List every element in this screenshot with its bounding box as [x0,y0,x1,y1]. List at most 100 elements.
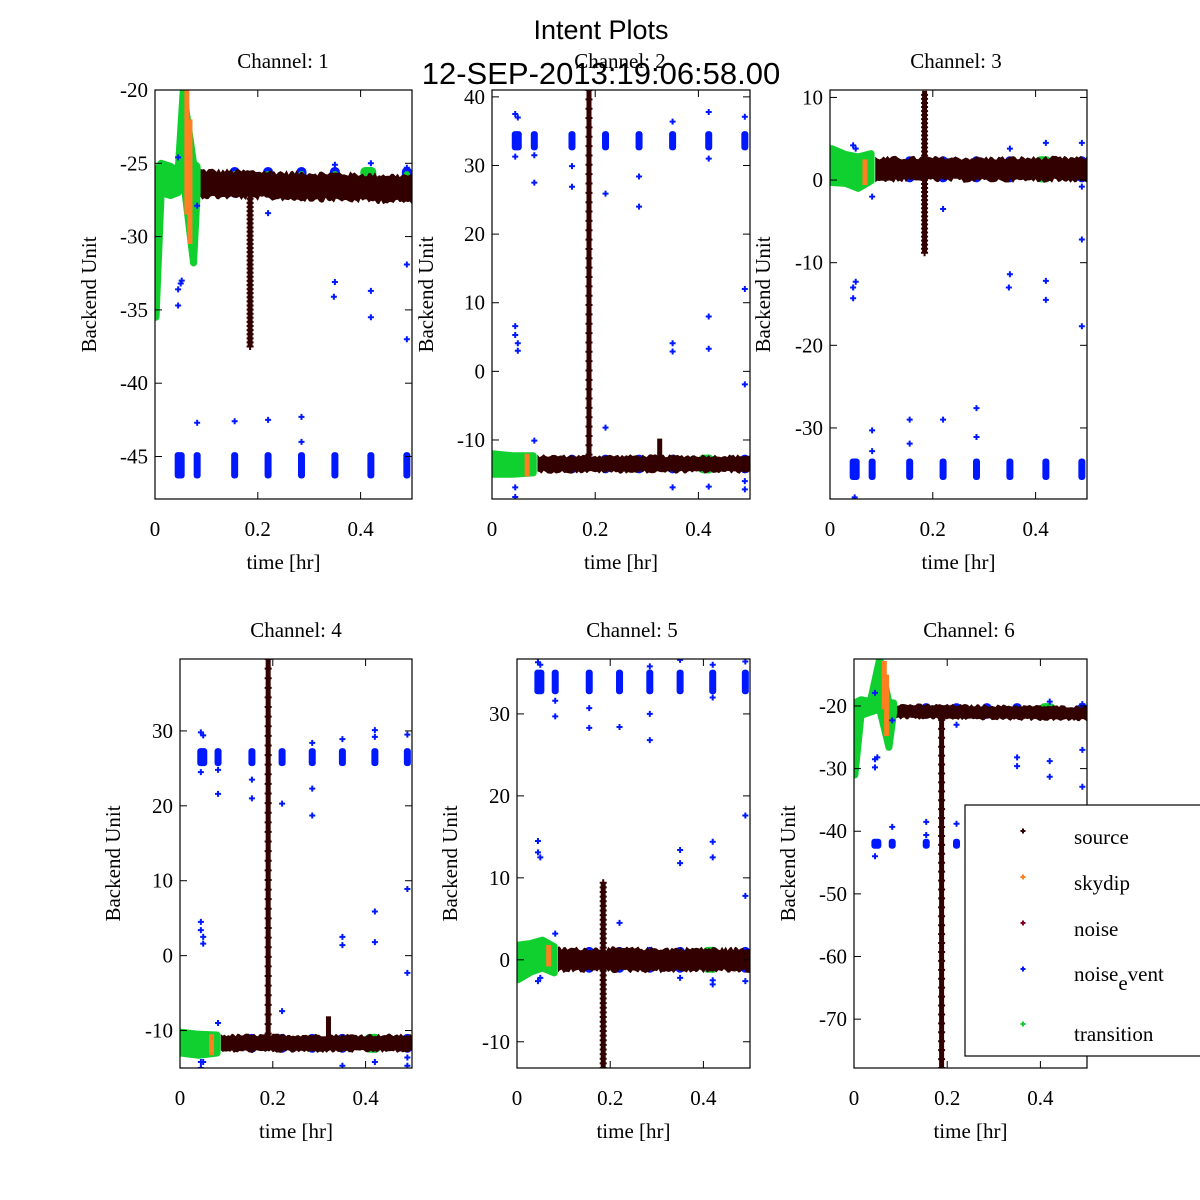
series-skydip [546,945,552,967]
outlier-point [215,1020,222,1027]
x-axis-label: time [hr] [596,1119,670,1143]
x-tick-label: 0.4 [685,517,712,541]
y-tick-label: 0 [813,168,824,192]
x-tick-label: 0.2 [920,517,946,541]
figure-subtitle: 12-SEP-2013:19:06:58.00 [422,56,781,91]
outlier-point [852,145,859,152]
x-tick-label: 0.4 [1022,517,1049,541]
y-tick-label: 40 [464,85,485,109]
skydip-segment [187,119,193,244]
noise-event-cluster [371,748,379,767]
ticks: 0 0.2 0.4 30 20 10 0 -10 [145,659,412,1110]
series-source [200,168,412,351]
y-tick-label: 0 [163,944,174,968]
outlier-point [871,853,878,860]
outlier-point [331,279,338,286]
outlier-point [248,795,255,802]
outlier-point [552,697,559,704]
plot-area [830,90,1087,499]
outlier-point [514,340,521,347]
outlier-point [367,160,374,167]
noise-event-cluster [367,452,375,479]
x-axis-label: time [hr] [584,550,658,574]
outlier-point [923,818,930,825]
source-spike-points [264,659,272,1047]
ticks: 0 0.2 0.4 -20 -25 -30 -35 -40 -45 [120,78,412,541]
legend: source skydip noise noiseevent transitio… [964,804,1200,1057]
noise-event-outliers [197,727,411,1068]
y-tick-label: -20 [819,694,847,718]
source-spike-points [921,91,929,257]
noise-event-cluster [214,748,222,767]
outlier-point [709,661,716,668]
plot-area [155,90,412,479]
outlier-point [514,114,521,121]
x-tick-label: 0.4 [352,1086,379,1110]
y-tick-label: -30 [795,416,823,440]
outlier-point [371,733,378,740]
outlier-point [330,293,337,300]
plot-area [517,659,750,1068]
outlier-point [636,173,643,180]
noise-event-cluster [953,838,961,849]
panel-channel-4: 0 0.2 0.4 30 20 10 0 -10 Channel: 4 time [hr] Back… [101,618,413,1143]
legend-marker-skydip [1020,874,1026,880]
outlier-point [616,919,623,926]
outlier-point [537,854,544,861]
y-tick-label: 20 [489,784,510,808]
y-tick-label: -35 [120,298,148,322]
y-tick-label: -10 [795,251,823,275]
noise-event-cluster [705,131,713,151]
series-transition [830,145,875,192]
noise-event-outliers [512,108,748,499]
noise-event-cluster [1078,458,1086,480]
y-tick-label: -10 [145,1019,173,1043]
outlier-point [175,286,182,293]
y-axis-label: Backend Unit [776,805,800,921]
outlier-point [705,108,712,115]
panel-title: Channel: 5 [586,618,678,642]
outlier-point [741,113,748,120]
y-tick-label: -40 [819,819,847,843]
y-tick-label: -10 [482,1030,510,1054]
outlier-point [869,427,876,434]
noise-event-outliers [175,154,410,445]
noise-event-cluster [568,131,576,151]
panel-channel-1: 0 0.2 0.4 -20 -25 -30 -35 -40 -45 Channel: 1 time … [77,49,413,574]
outlier-point [371,939,378,946]
outlier-point [178,277,185,284]
outlier-point [906,416,913,423]
outlier-point [331,161,338,168]
source-band [875,155,1087,183]
outlier-point [1006,145,1013,152]
y-tick-label: -70 [819,1007,847,1031]
outlier-point [1079,783,1086,790]
outlier-point [265,416,272,423]
series-transition [492,450,537,478]
series-skydip [184,90,193,244]
outlier-point [514,347,521,354]
outlier-point [568,163,575,170]
series-skydip [881,660,890,737]
axes-frame [829,89,1088,500]
series-transition [180,1028,221,1059]
legend-marker-noise [1020,920,1026,926]
outlier-point [677,974,684,981]
outlier-point [850,295,857,302]
noise-event-cluster [264,452,272,479]
outlier-point [705,483,712,490]
noise-event-cluster [906,458,914,480]
outlier-point [851,494,858,499]
outlier-point [709,854,716,861]
outlier-point [586,724,593,731]
legend-label-noise-event: noiseevent [1074,962,1164,995]
outlier-point [197,918,204,925]
axes-frame [154,89,413,500]
x-axis-label: time [hr] [259,1119,333,1143]
x-tick-label: 0.4 [690,1086,717,1110]
outlier-point [404,885,411,892]
legend-entry-noise: noise [1020,917,1118,941]
skydip-segment [546,945,552,967]
axes-frame [491,89,751,500]
outlier-point [709,981,716,988]
